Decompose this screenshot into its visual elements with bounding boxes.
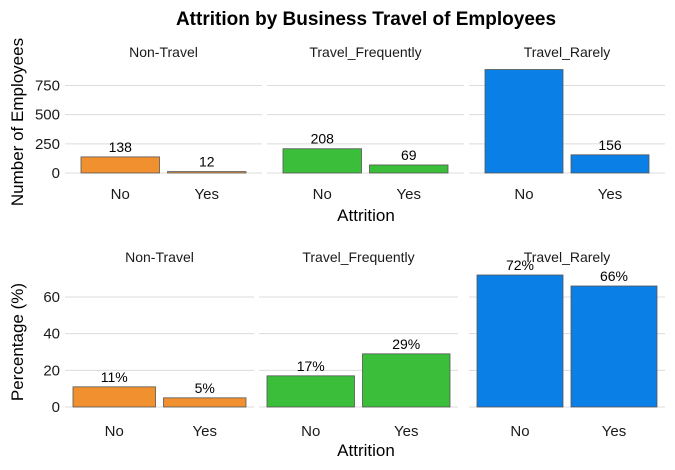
data-label-r1-f0-1: 5% — [195, 380, 215, 396]
y-axis-label-r1: Percentage (%) — [8, 283, 27, 401]
x-tick-r1-f1-1: Yes — [394, 423, 418, 440]
data-label-r0-f0-1: 12 — [199, 154, 215, 170]
y-tick-r1-3: 60 — [43, 289, 60, 306]
y-tick-r0-2: 500 — [35, 107, 60, 124]
y-axis-label-r0: Number of Employees — [8, 38, 27, 206]
bar-r1-f2-no — [476, 274, 564, 408]
x-tick-r1-f2-0: No — [510, 423, 529, 440]
chart-title: Attrition by Business Travel of Employee… — [176, 9, 556, 30]
y-tick-r0-3: 750 — [35, 78, 60, 95]
x-tick-r0-f1-1: Yes — [397, 186, 421, 203]
x-tick-r1-f0-1: Yes — [193, 423, 217, 440]
bar-r0-f1-yes — [369, 164, 449, 174]
x-tick-r0-f0-0: No — [111, 186, 130, 203]
bar-r1-f1-yes — [362, 353, 451, 408]
x-tick-r1-f0-0: No — [105, 423, 124, 440]
facet-title-r0-f1: Travel_Frequently — [309, 44, 421, 60]
x-tick-r0-f2-1: Yes — [598, 186, 622, 203]
data-label-r0-f1-1: 69 — [401, 147, 417, 163]
bar-r1-f0-no — [72, 386, 156, 408]
bar-r0-f2-no — [484, 69, 564, 174]
bar-r0-f1-no — [282, 148, 362, 174]
x-tick-r1-f2-1: Yes — [602, 423, 626, 440]
bar-r1-f1-no — [266, 375, 355, 408]
data-label-r1-f2-1: 66% — [600, 268, 628, 284]
y-tick-r1-2: 40 — [43, 326, 60, 343]
bar-r0-f0-yes — [167, 171, 247, 174]
data-label-r0-f2-1: 156 — [598, 137, 622, 153]
data-label-r0-f1-0: 208 — [311, 131, 335, 147]
data-label-r1-f2-0: 72% — [506, 257, 534, 273]
x-tick-r0-f2-0: No — [514, 186, 533, 203]
facet-title-r0-f0: Non-Travel — [129, 44, 198, 60]
y-tick-r1-1: 20 — [43, 362, 60, 379]
facet-title-r1-f2: Travel_Rarely — [524, 249, 611, 265]
y-tick-r0-1: 250 — [35, 136, 60, 153]
facet-title-r0-f2: Travel_Rarely — [524, 44, 611, 60]
facet-title-r1-f1: Travel_Frequently — [302, 249, 414, 265]
data-label-r1-f0-0: 11% — [101, 369, 128, 385]
y-tick-r1-0: 0 — [52, 399, 60, 416]
bar-r1-f2-yes — [570, 285, 658, 408]
x-axis-label-r1: Attrition — [337, 441, 395, 460]
data-label-r1-f1-1: 29% — [392, 336, 420, 352]
x-tick-r1-f1-0: No — [301, 423, 320, 440]
bar-r0-f0-no — [80, 156, 160, 174]
y-tick-r0-0: 0 — [52, 165, 60, 182]
x-tick-r0-f1-0: No — [313, 186, 332, 203]
bar-r1-f0-yes — [163, 397, 247, 408]
bar-r0-f2-yes — [570, 154, 650, 174]
data-label-r1-f1-0: 17% — [297, 358, 325, 374]
x-tick-r0-f0-1: Yes — [195, 186, 219, 203]
data-label-r0-f0-0: 138 — [109, 139, 133, 155]
x-axis-label-r0: Attrition — [337, 206, 395, 225]
facet-title-r1-f0: Non-Travel — [125, 249, 194, 265]
